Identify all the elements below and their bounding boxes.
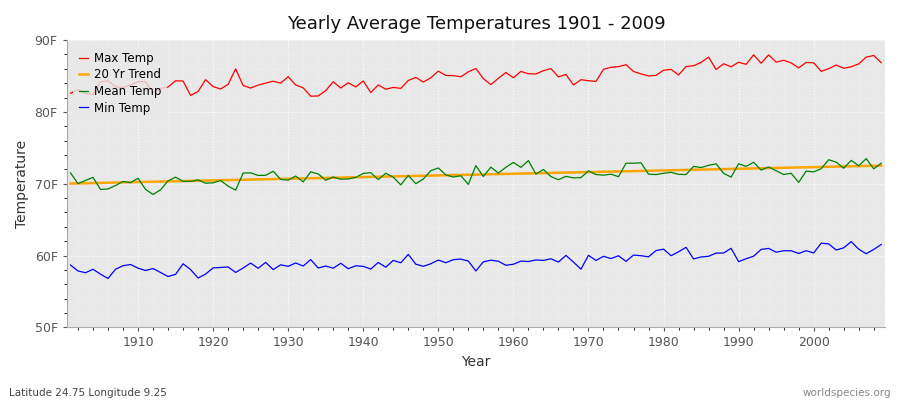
20 Yr Trend	[508, 171, 518, 176]
20 Yr Trend	[65, 181, 76, 186]
Min Temp	[846, 239, 857, 244]
Line: Mean Temp: Mean Temp	[70, 159, 881, 194]
Max Temp	[876, 60, 886, 65]
Min Temp	[132, 266, 143, 270]
Max Temp	[606, 65, 616, 70]
Mean Temp	[606, 172, 616, 176]
Mean Temp	[343, 176, 354, 181]
20 Yr Trend	[125, 180, 136, 185]
Text: worldspecies.org: worldspecies.org	[803, 388, 891, 398]
Max Temp	[748, 52, 759, 57]
Mean Temp	[876, 161, 886, 166]
Min Temp	[876, 242, 886, 247]
Min Temp	[65, 263, 76, 268]
Max Temp	[343, 80, 354, 85]
Max Temp	[305, 94, 316, 98]
Y-axis label: Temperature: Temperature	[15, 140, 29, 228]
Min Temp	[516, 259, 526, 264]
Mean Temp	[65, 170, 76, 175]
Mean Temp	[148, 192, 158, 197]
Min Temp	[103, 276, 113, 281]
Min Temp	[298, 264, 309, 268]
Mean Temp	[298, 180, 309, 184]
20 Yr Trend	[291, 176, 302, 181]
Line: Max Temp: Max Temp	[70, 55, 881, 96]
Mean Temp	[860, 156, 871, 161]
20 Yr Trend	[500, 172, 511, 176]
20 Yr Trend	[876, 163, 886, 168]
Line: 20 Yr Trend: 20 Yr Trend	[70, 166, 881, 184]
Legend: Max Temp, 20 Yr Trend, Mean Temp, Min Temp: Max Temp, 20 Yr Trend, Mean Temp, Min Te…	[73, 46, 167, 120]
Min Temp	[606, 256, 616, 261]
Mean Temp	[125, 180, 136, 185]
Max Temp	[65, 91, 76, 96]
Max Temp	[516, 69, 526, 74]
Max Temp	[508, 75, 518, 80]
Max Temp	[125, 82, 136, 87]
20 Yr Trend	[598, 169, 609, 174]
Mean Temp	[508, 160, 518, 165]
Text: Latitude 24.75 Longitude 9.25: Latitude 24.75 Longitude 9.25	[9, 388, 166, 398]
Min Temp	[508, 262, 518, 267]
Min Temp	[343, 266, 354, 271]
Title: Yearly Average Temperatures 1901 - 2009: Yearly Average Temperatures 1901 - 2009	[286, 15, 665, 33]
Max Temp	[291, 82, 302, 87]
20 Yr Trend	[336, 175, 346, 180]
Mean Temp	[516, 165, 526, 170]
Line: Min Temp: Min Temp	[70, 242, 881, 278]
X-axis label: Year: Year	[461, 355, 491, 369]
